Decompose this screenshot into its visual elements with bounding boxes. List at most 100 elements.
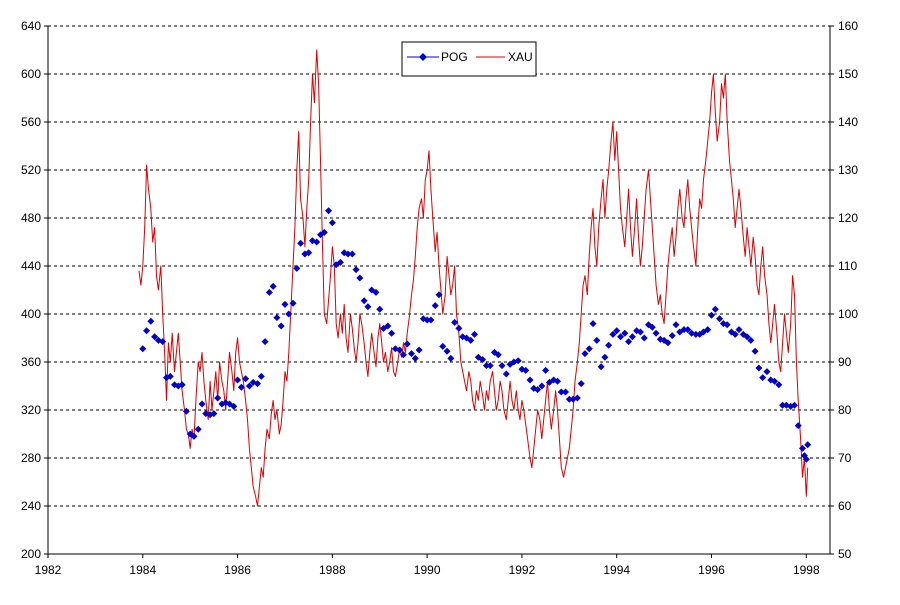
pog-point — [755, 364, 763, 372]
pog-point — [447, 354, 455, 362]
pog-point — [360, 297, 368, 305]
pog-point — [581, 350, 589, 358]
xau-line — [138, 49, 809, 507]
pog-point — [684, 326, 692, 334]
pog-point — [356, 274, 364, 282]
y-left-tick-label: 440 — [21, 259, 41, 273]
x-tick-label: 1988 — [319, 563, 346, 577]
pog-point — [486, 362, 494, 370]
pog-point — [285, 310, 293, 318]
pog-point — [794, 422, 802, 430]
x-tick-label: 1996 — [698, 563, 725, 577]
xau-series — [138, 49, 809, 507]
pog-point — [479, 356, 487, 364]
pog-point — [214, 394, 222, 402]
pog-point — [320, 228, 328, 236]
pog-point — [743, 333, 751, 341]
pog-point — [589, 320, 597, 328]
y-left-tick-label: 520 — [21, 163, 41, 177]
pog-point — [731, 330, 739, 338]
pog-point — [609, 330, 617, 338]
pog-point — [597, 363, 605, 371]
pog-point — [396, 346, 404, 354]
pog-point — [269, 282, 277, 290]
pog-point — [344, 250, 352, 258]
pog-point — [502, 370, 510, 378]
pog-point — [277, 322, 285, 330]
y-right-tick-label: 110 — [838, 259, 857, 273]
pog-point — [431, 302, 439, 310]
axes: 200 240 280 320 360 400 440 480 520 560 600 640 50 60… — [21, 19, 858, 577]
y-right-tick-label: 120 — [838, 211, 858, 225]
pog-point — [427, 316, 435, 324]
pog-point — [672, 321, 680, 329]
pog-point — [716, 315, 724, 323]
pog-point — [139, 345, 147, 353]
pog-point — [336, 258, 344, 266]
pog-point — [735, 326, 743, 334]
pog-point — [372, 288, 380, 296]
pog-point — [640, 334, 648, 342]
y-left-tick-label: 280 — [21, 451, 41, 465]
pog-point — [652, 329, 660, 337]
y-left-tick-label: 360 — [21, 355, 41, 369]
plot-background — [48, 26, 830, 554]
pog-point — [562, 388, 570, 396]
pog-point — [802, 455, 810, 463]
pog-point — [408, 350, 416, 358]
pog-point — [625, 338, 633, 346]
pog-point — [534, 386, 542, 394]
x-tick-label: 1982 — [35, 563, 62, 577]
y-right-tick-label: 70 — [838, 451, 852, 465]
pog-point — [723, 321, 731, 329]
pog-point — [617, 333, 625, 341]
pog-point — [313, 238, 321, 246]
pog-point — [553, 377, 561, 385]
pog-point — [613, 327, 621, 335]
pog-point — [708, 311, 716, 319]
pog-point — [668, 332, 676, 340]
pog-point — [325, 207, 333, 215]
x-tick-label: 1998 — [793, 563, 820, 577]
pog-point — [522, 366, 530, 374]
pog-point — [388, 329, 396, 337]
pog-point — [198, 400, 206, 408]
pog-point — [593, 336, 601, 344]
y-right-tick-label: 100 — [838, 307, 858, 321]
x-tick-label: 1992 — [509, 563, 536, 577]
pog-point — [680, 326, 688, 334]
pog-point — [147, 317, 155, 325]
pog-point — [771, 377, 779, 385]
pog-point — [293, 264, 301, 272]
pog-point — [289, 299, 297, 307]
pog-point — [636, 328, 644, 336]
y-left-tick-label: 600 — [21, 67, 41, 81]
pog-point — [775, 381, 783, 389]
pog-point — [257, 372, 265, 380]
y-right-tick-label: 160 — [838, 19, 858, 33]
pog-point — [471, 330, 479, 338]
x-tick-label: 1984 — [129, 563, 156, 577]
pog-point — [711, 305, 719, 313]
pog-point — [328, 219, 336, 227]
pog-point — [190, 432, 198, 440]
pog-point — [601, 353, 609, 361]
y-left-tick-label: 640 — [21, 19, 41, 33]
pog-point — [692, 330, 700, 338]
pog-point — [514, 357, 522, 365]
legend: POG XAU — [401, 41, 537, 77]
x-tick-label: 1994 — [603, 563, 630, 577]
legend-xau-label: XAU — [508, 50, 533, 64]
pog-point — [143, 327, 151, 335]
pog-point — [621, 329, 629, 337]
x-tick-label: 1990 — [414, 563, 441, 577]
pog-point — [542, 366, 550, 374]
pog-point — [399, 351, 407, 359]
pog-point — [403, 340, 411, 348]
pog-point — [799, 444, 807, 452]
legend-pog-marker — [419, 53, 427, 61]
pog-point — [648, 323, 656, 331]
pog-point — [281, 300, 289, 308]
pog-point — [348, 250, 356, 258]
pog-point — [435, 291, 443, 299]
